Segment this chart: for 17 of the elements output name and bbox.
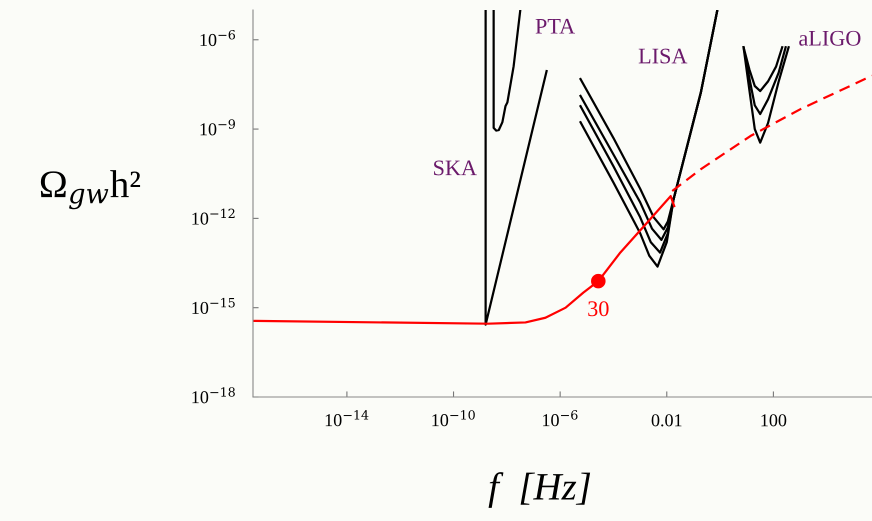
series-label: SKA xyxy=(434,160,477,176)
x-tick-label: 10$^{−10}$ xyxy=(432,410,475,426)
x-tick-label: 10$^{−14}$ xyxy=(326,410,368,426)
y-tick-label: 10$^{−12}$ xyxy=(192,208,234,225)
x-tick-label: 100 xyxy=(761,414,786,426)
series-label: PTA xyxy=(536,18,576,34)
y-tick-label: 10$^{−9}$ xyxy=(200,119,235,136)
y-tick-label: 10$^{−6}$ xyxy=(200,30,236,46)
series-label: LISA xyxy=(638,48,688,64)
x-tick-label: 10$^{−6}$ xyxy=(543,410,578,426)
x-axis-title: f [Hz] xyxy=(488,472,590,508)
x-tick-label: 0.01 xyxy=(652,414,682,426)
series-label: aLIGO xyxy=(799,30,860,46)
y-tick-label: 10$^{−18}$ xyxy=(192,387,235,404)
y-axis-title: Ω$_{gw}$h² xyxy=(40,170,140,210)
series-label: 30 xyxy=(588,301,609,316)
y-tick-label: 10$^{−15}$ xyxy=(192,298,235,314)
